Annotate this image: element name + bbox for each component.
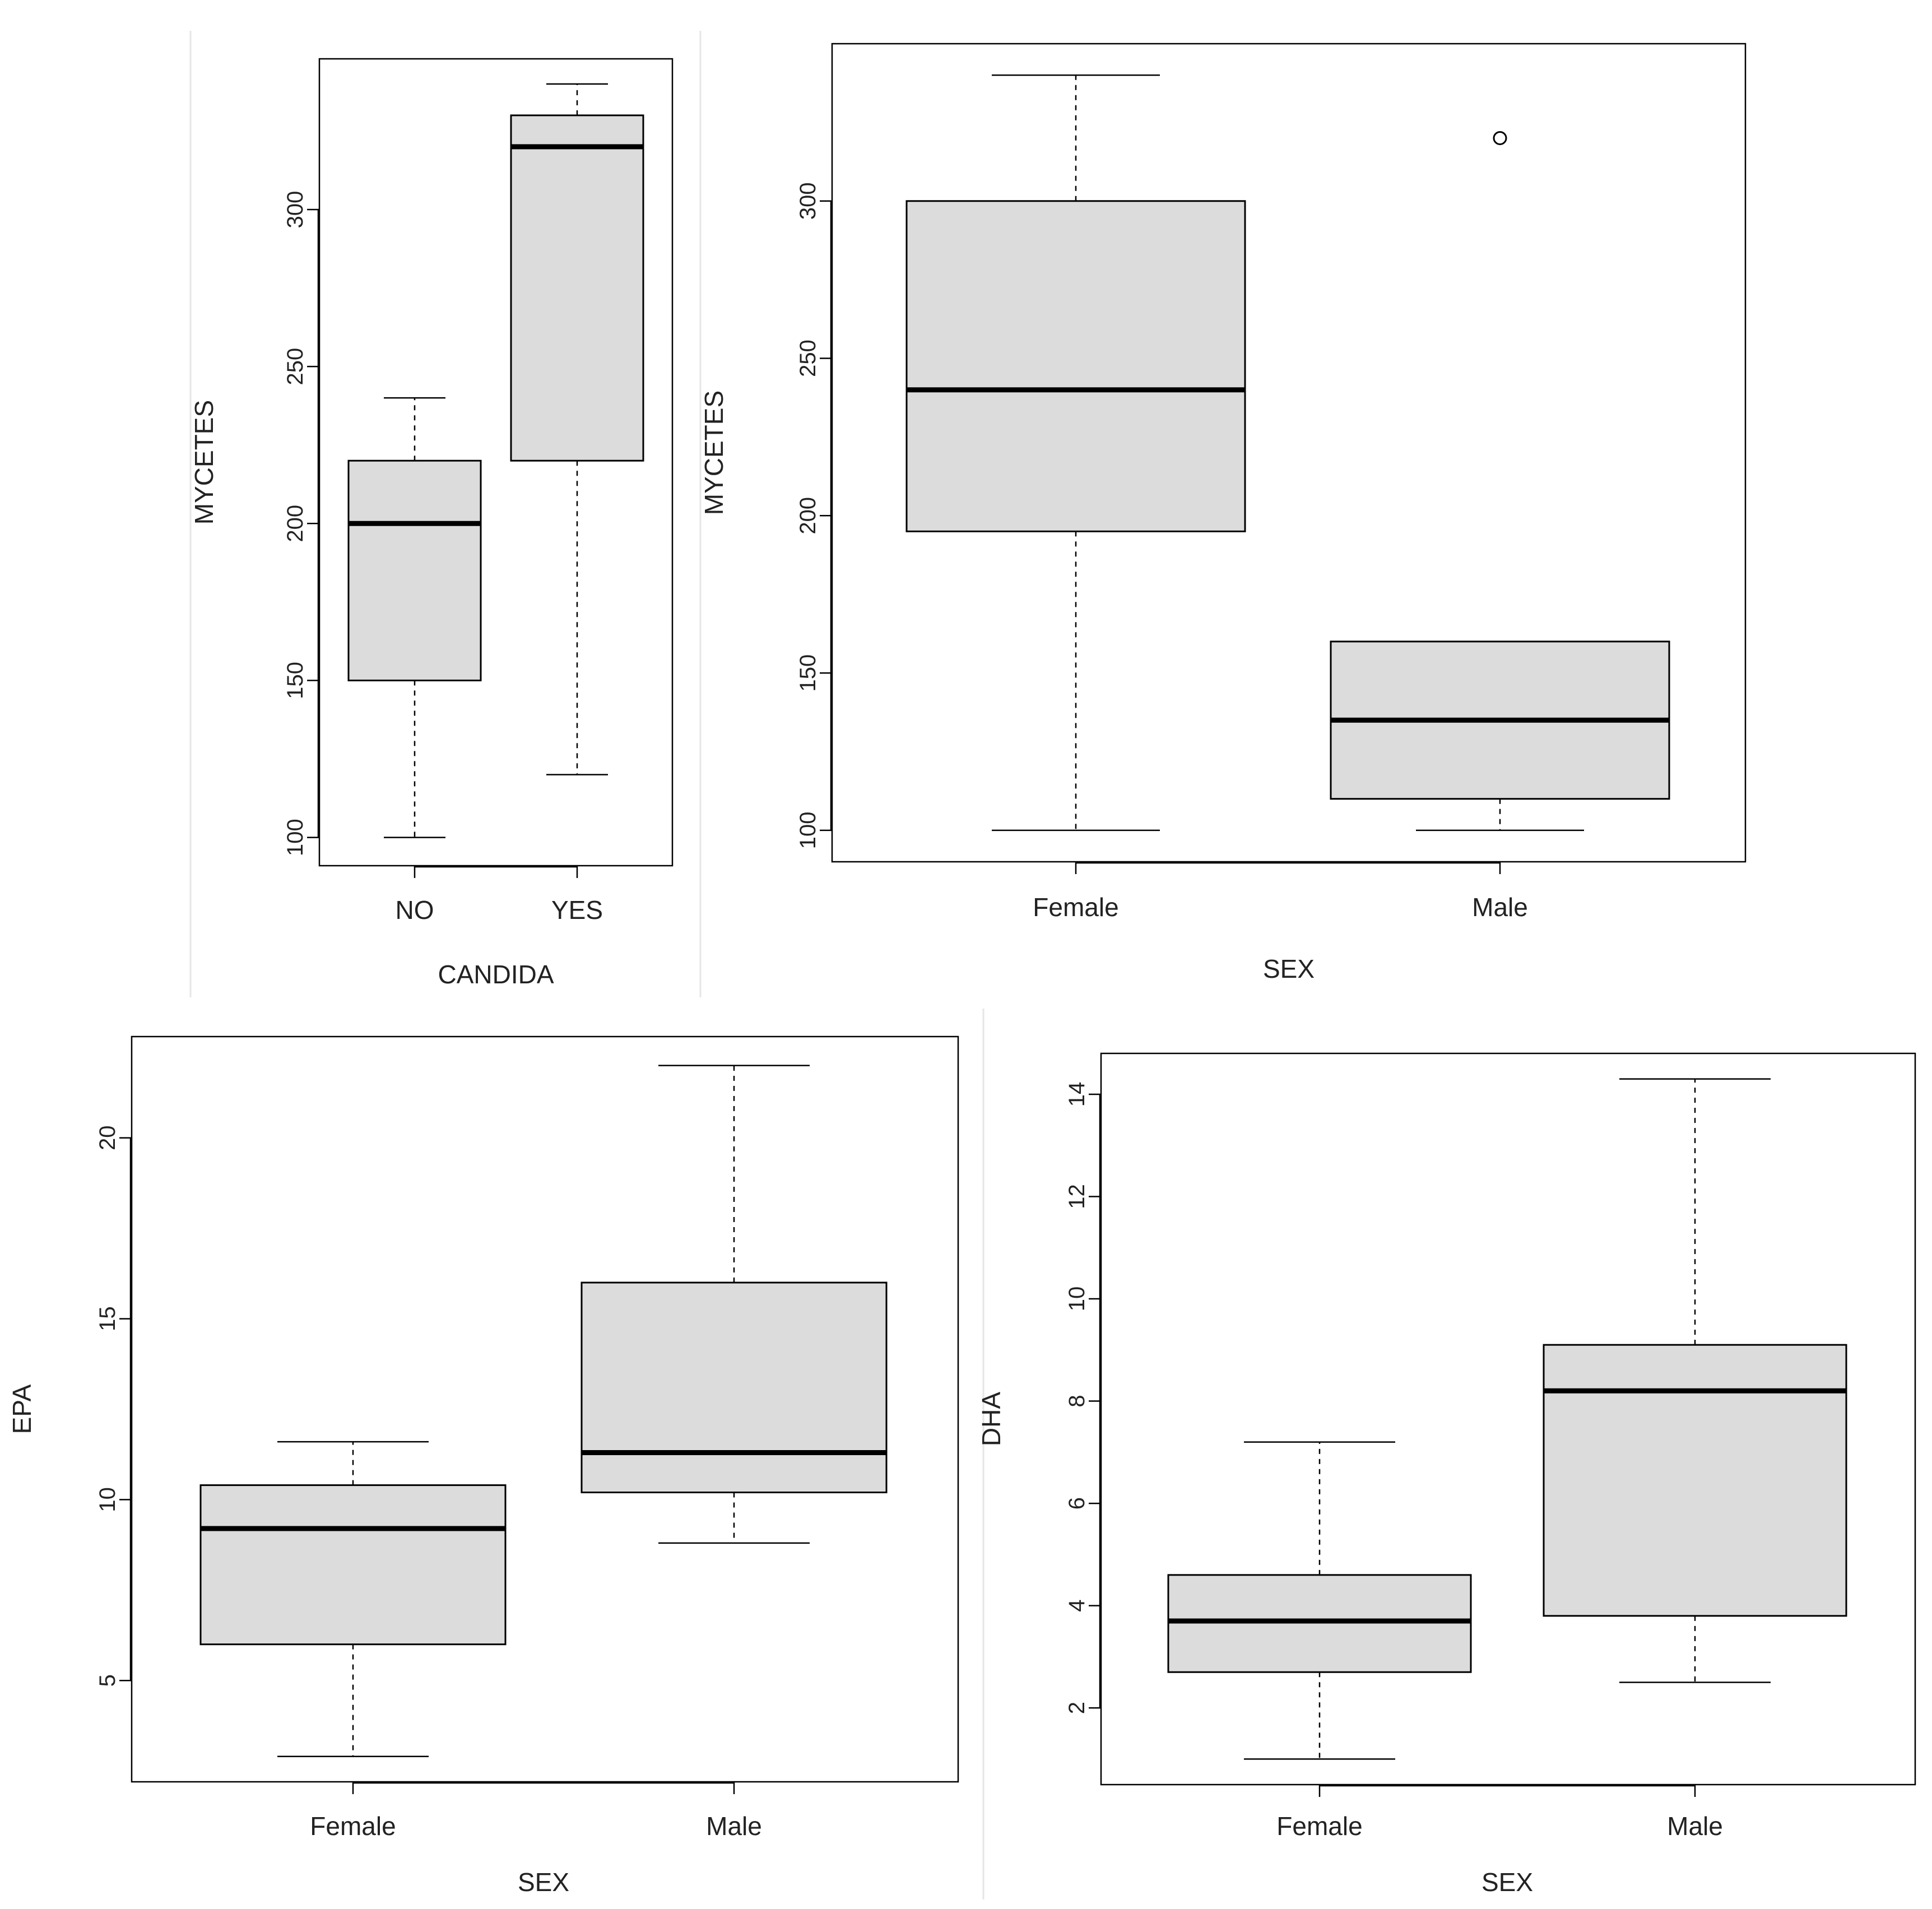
y-tick-label: 200 xyxy=(283,505,308,542)
box-male xyxy=(1330,131,1670,832)
y-tick-label: 100 xyxy=(796,811,820,849)
x-tick-label: Female xyxy=(1033,893,1118,922)
y-tick-label: 100 xyxy=(283,819,308,856)
y-tick-label: 10 xyxy=(95,1487,120,1512)
plot-frame xyxy=(318,58,674,867)
chart-panel-1: 100 150 200 250 300 MYCETES NO YES CANDIDA xyxy=(189,58,674,989)
iqr-box xyxy=(1167,1574,1472,1673)
x-tick-label: YES xyxy=(551,895,603,925)
box-male xyxy=(1543,1078,1847,1683)
y-tick-label: 14 xyxy=(1065,1082,1089,1107)
y-tick-label: 200 xyxy=(796,497,820,535)
box-female xyxy=(199,1441,507,1758)
y-tick-label: 4 xyxy=(1065,1599,1089,1611)
y-tick-label: 150 xyxy=(283,662,308,699)
y-axis-label: MYCETES xyxy=(699,391,728,515)
x-tick-label: Male xyxy=(706,1812,762,1841)
iqr-box xyxy=(1543,1344,1847,1617)
y-tick-label: 6 xyxy=(1065,1497,1089,1509)
x-axis-label: SEX xyxy=(1481,1868,1533,1897)
y-axis-label: MYCETES xyxy=(189,400,219,524)
y-tick-label: 250 xyxy=(283,348,308,385)
x-tick-label: Male xyxy=(1667,1812,1723,1841)
iqr-box xyxy=(347,459,482,681)
x-axis-label: CANDIDA xyxy=(438,960,554,989)
y-tick-label: 250 xyxy=(796,340,820,377)
iqr-box xyxy=(510,114,644,462)
y-tick-label: 20 xyxy=(95,1126,120,1151)
outlier-point xyxy=(1493,131,1507,145)
box-male xyxy=(580,1065,888,1544)
box-yes xyxy=(510,83,644,775)
y-tick-label: 5 xyxy=(95,1674,120,1687)
box-female xyxy=(905,74,1246,832)
y-tick-label: 300 xyxy=(283,191,308,229)
chart-panel-4: 2 4 6 8 10 12 14 DHA Female Male SEX xyxy=(977,1052,1916,1897)
y-axis-label: DHA xyxy=(977,1392,1006,1446)
box-female xyxy=(1167,1441,1472,1760)
x-tick-label: Female xyxy=(1276,1812,1362,1841)
plot-frame xyxy=(831,43,1747,863)
chart-panel-2: 100 150 200 250 300 MYCETES Female Male SEX xyxy=(699,43,1747,983)
x-axis-label: SEX xyxy=(1263,954,1315,983)
box-no xyxy=(347,397,482,838)
x-tick-label: NO xyxy=(396,895,434,925)
x-tick-label: Male xyxy=(1472,893,1528,922)
y-axis-label: EPA xyxy=(7,1384,36,1434)
y-tick-label: 300 xyxy=(796,182,820,220)
plot-frame xyxy=(1100,1052,1916,1786)
y-tick-label: 8 xyxy=(1065,1395,1089,1407)
y-tick-label: 10 xyxy=(1065,1286,1089,1312)
iqr-box xyxy=(199,1484,507,1646)
iqr-box xyxy=(580,1281,888,1493)
x-tick-label: Female xyxy=(310,1812,396,1841)
iqr-box xyxy=(905,200,1246,532)
x-axis-label: SEX xyxy=(518,1868,569,1897)
y-tick-label: 2 xyxy=(1065,1702,1089,1714)
y-tick-label: 150 xyxy=(796,654,820,692)
plot-frame xyxy=(131,1035,959,1783)
y-tick-label: 12 xyxy=(1065,1184,1089,1209)
y-tick-label: 15 xyxy=(95,1306,120,1331)
chart-panel-3: 5 10 15 20 EPA Female Male SEX xyxy=(7,1035,959,1897)
